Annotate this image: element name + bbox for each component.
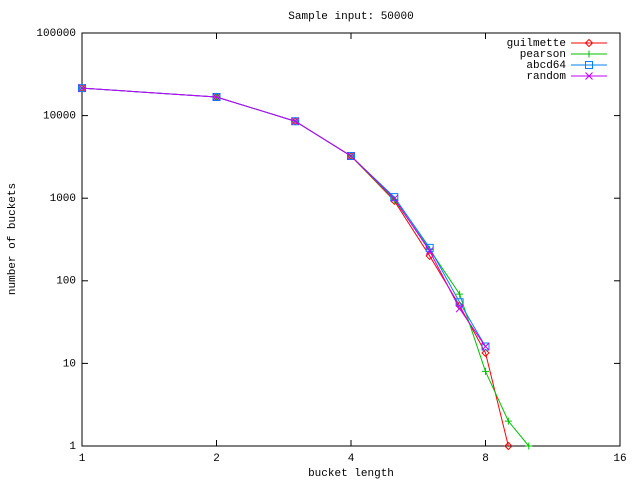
data-point [481,348,490,358]
y-tick-label: 100 [56,276,76,288]
data-point [390,194,399,203]
data-point [291,117,300,126]
y-tick-label: 1 [69,441,76,453]
data-point [347,152,355,160]
legend-label: guilmette [507,38,566,50]
x-tick-label: 16 [613,453,626,465]
y-tick-label: 10 [63,358,76,370]
x-tick-label: 2 [213,453,220,465]
legend-label: random [526,71,566,83]
x-tick-label: 4 [348,453,355,465]
x-tick-label: 8 [482,453,489,465]
legend-label: pearson [520,49,566,61]
data-point [425,247,434,255]
x-tick-label: 1 [79,453,86,465]
data-point [481,342,490,351]
data-point [425,243,434,252]
y-tick-label: 10000 [43,111,76,123]
data-point [78,84,86,92]
legend-label: abcd64 [526,60,566,72]
data-point [504,441,513,451]
legend-marker [585,61,593,69]
data-point [455,304,464,313]
x-axis-label: bucket length [308,468,394,480]
data-point [390,193,399,202]
data-point [481,342,490,351]
data-point [78,84,86,93]
data-point [456,290,464,298]
y-axis-label: number of buckets [7,183,19,295]
data-point [212,93,221,101]
legend-marker [585,72,593,80]
y-tick-label: 1000 [50,193,76,205]
legend-marker [585,50,593,58]
legend-marker [584,38,594,48]
series-line [81,87,486,347]
chart-title: Sample input: 50000 [288,11,413,23]
data-point [482,367,489,375]
data-point [525,442,533,450]
y-tick-label: 100000 [36,28,76,40]
data-point [504,417,512,425]
